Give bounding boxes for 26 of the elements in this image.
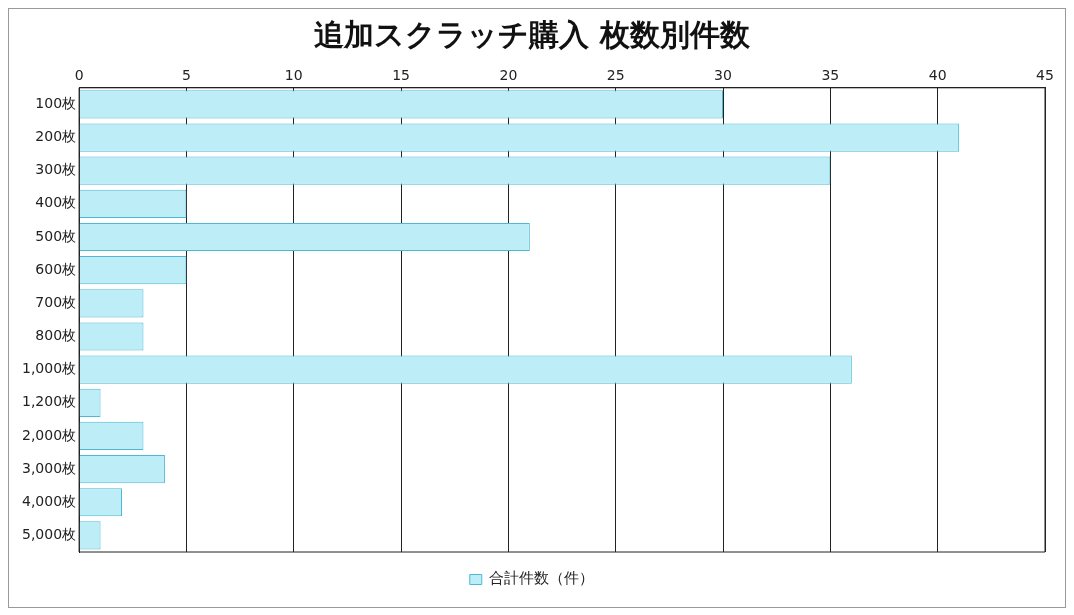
y-tick-label: 100枚 (35, 95, 77, 112)
y-tick-label: 3,000枚 (21, 459, 77, 476)
x-tick-label: 10 (284, 67, 303, 84)
x-tick-label: 35 (821, 67, 840, 84)
y-tick-label: 500枚 (35, 227, 77, 244)
y-tick-label: 700枚 (35, 293, 77, 310)
y-tick-label: 300枚 (35, 161, 77, 178)
y-tick-label: 1,200枚 (21, 393, 77, 410)
chart-title: 追加スクラッチ購入 枚数別件数 (314, 16, 751, 52)
x-tick-label: 0 (74, 67, 84, 84)
y-tick-label: 800枚 (35, 327, 77, 344)
y-tick-label: 1,000枚 (21, 360, 77, 377)
y-tick-label: 5,000枚 (21, 526, 77, 543)
x-tick-label: 20 (499, 67, 518, 84)
y-tick-label: 400枚 (35, 194, 77, 211)
x-tick-label: 30 (714, 67, 732, 84)
y-tick-label: 2,000枚 (21, 426, 77, 443)
y-tick-label: 600枚 (35, 260, 77, 277)
x-tick-label: 40 (928, 67, 947, 84)
x-tick-label: 15 (392, 67, 410, 84)
y-tick-label: 200枚 (35, 128, 77, 145)
legend-label: 合計件数（件） (489, 569, 595, 588)
x-tick-label: 45 (1036, 67, 1054, 84)
y-tick-label: 4,000枚 (21, 492, 77, 509)
x-tick-label: 25 (606, 67, 625, 84)
x-tick-label: 5 (181, 67, 191, 84)
